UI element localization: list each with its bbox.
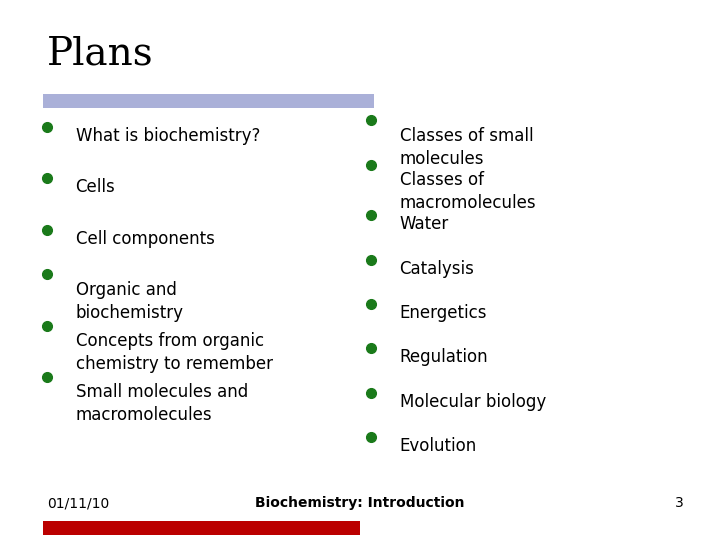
Text: Energetics: Energetics <box>400 304 487 322</box>
Text: Small molecules and
macromolecules: Small molecules and macromolecules <box>76 383 248 424</box>
Text: Catalysis: Catalysis <box>400 260 474 278</box>
Text: Organic and
biochemistry: Organic and biochemistry <box>76 281 184 322</box>
Text: Classes of
macromolecules: Classes of macromolecules <box>400 171 536 212</box>
Text: Cells: Cells <box>76 178 115 196</box>
Text: Molecular biology: Molecular biology <box>400 393 546 410</box>
Text: Concepts from organic
chemistry to remember: Concepts from organic chemistry to remem… <box>76 332 273 373</box>
Bar <box>43 94 374 108</box>
Text: Water: Water <box>400 215 449 233</box>
Text: Biochemistry: Introduction: Biochemistry: Introduction <box>256 496 464 510</box>
Text: 01/11/10: 01/11/10 <box>47 496 109 510</box>
Text: 3: 3 <box>675 496 684 510</box>
Text: Plans: Plans <box>47 35 153 72</box>
Text: Classes of small
molecules: Classes of small molecules <box>400 127 534 168</box>
Text: Evolution: Evolution <box>400 437 477 455</box>
Text: Cell components: Cell components <box>76 230 215 247</box>
Text: What is biochemistry?: What is biochemistry? <box>76 127 260 145</box>
Text: Regulation: Regulation <box>400 348 488 366</box>
Bar <box>43 521 360 535</box>
